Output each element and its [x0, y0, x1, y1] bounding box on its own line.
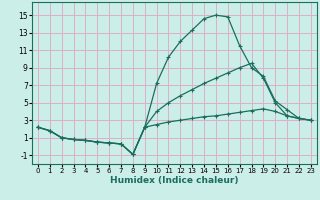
- X-axis label: Humidex (Indice chaleur): Humidex (Indice chaleur): [110, 176, 239, 185]
